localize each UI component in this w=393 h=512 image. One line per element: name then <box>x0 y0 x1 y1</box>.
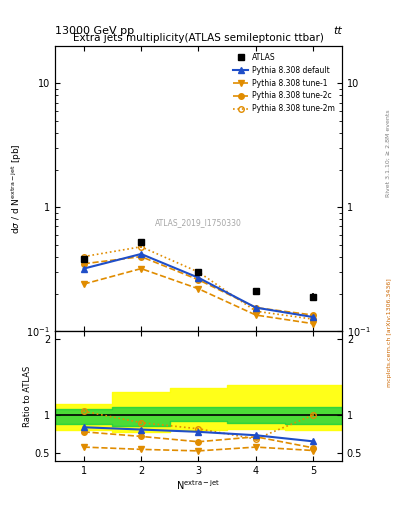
Text: ATLAS_2019_I1750330: ATLAS_2019_I1750330 <box>155 218 242 227</box>
X-axis label: N$^{\rm extra-jet}$: N$^{\rm extra-jet}$ <box>176 478 220 492</box>
Text: mcplots.cern.ch [arXiv:1306.3436]: mcplots.cern.ch [arXiv:1306.3436] <box>387 279 392 387</box>
Y-axis label: Ratio to ATLAS: Ratio to ATLAS <box>23 366 32 426</box>
Text: 13000 GeV pp: 13000 GeV pp <box>55 26 134 36</box>
Y-axis label: d$\sigma$ / d N$^{\rm extra-jet}$ [pb]: d$\sigma$ / d N$^{\rm extra-jet}$ [pb] <box>9 143 24 234</box>
Text: tt: tt <box>333 26 342 36</box>
Text: Rivet 3.1.10; ≥ 2.8M events: Rivet 3.1.10; ≥ 2.8M events <box>386 110 391 198</box>
Legend: ATLAS, Pythia 8.308 default, Pythia 8.308 tune-1, Pythia 8.308 tune-2c, Pythia 8: ATLAS, Pythia 8.308 default, Pythia 8.30… <box>230 50 338 116</box>
Title: Extra jets multiplicity(ATLAS semileptonic ttbar): Extra jets multiplicity(ATLAS semilepton… <box>73 33 324 42</box>
